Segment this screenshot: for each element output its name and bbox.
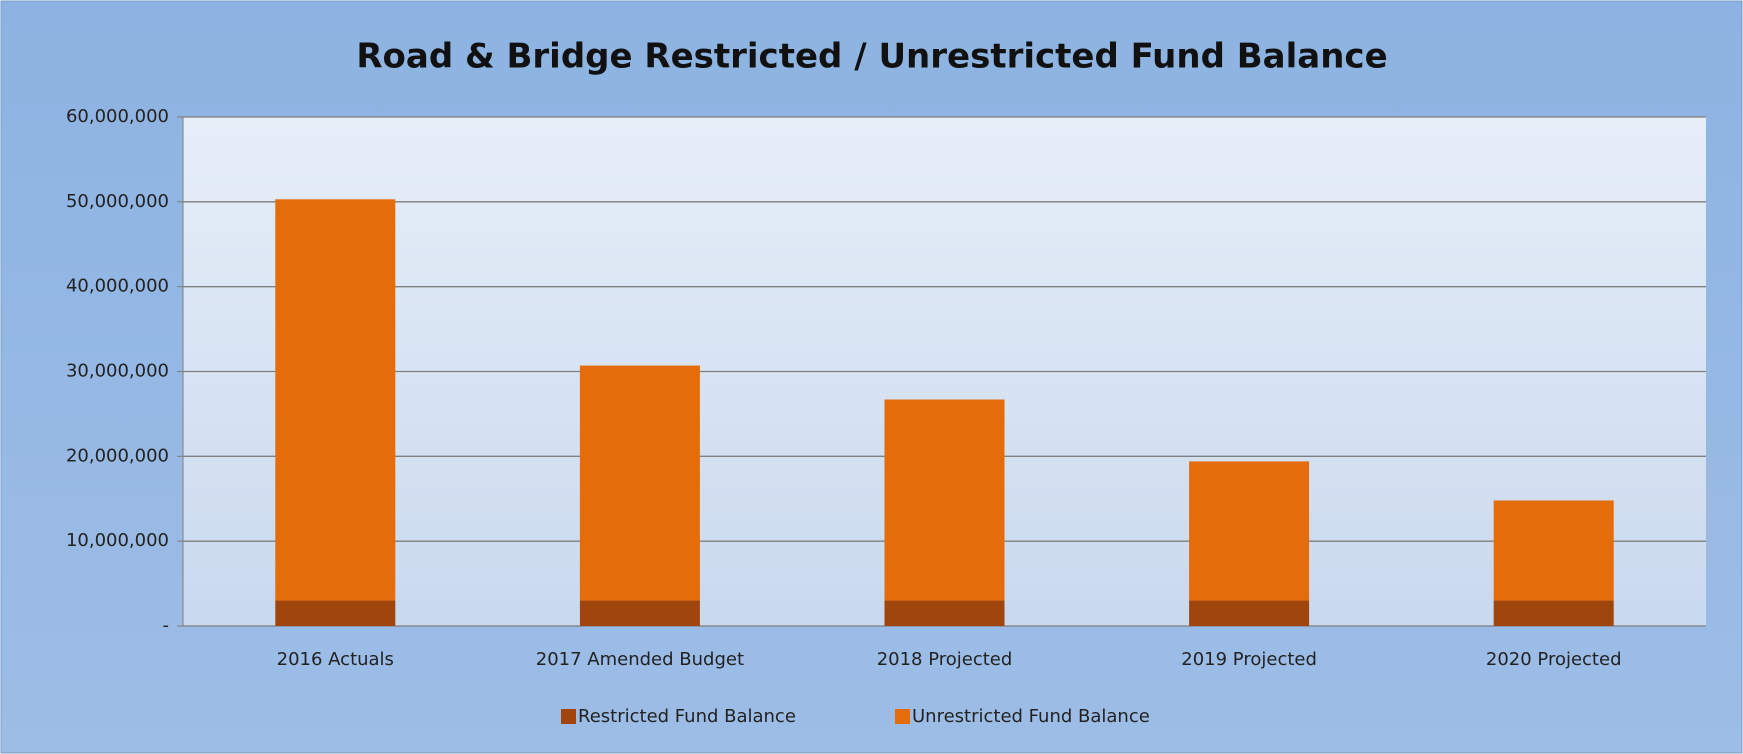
bar-segment: [884, 399, 1005, 601]
legend-swatch: [895, 709, 910, 724]
bar-segment: [1493, 600, 1614, 626]
x-tick-label: 2020 Projected: [1486, 649, 1622, 670]
y-tick-label: 10,000,000: [66, 530, 169, 551]
bar-segment: [1493, 500, 1614, 601]
x-tick-label: 2017 Amended Budget: [536, 649, 744, 670]
bar-segment: [884, 600, 1005, 626]
bar-segment: [275, 600, 396, 626]
x-tick-label: 2016 Actuals: [277, 649, 394, 670]
bar-segment: [1189, 600, 1310, 626]
y-tick-label: -: [163, 615, 170, 636]
y-tick-label: 50,000,000: [66, 191, 169, 212]
bar-segment: [275, 199, 396, 601]
x-tick-label: 2019 Projected: [1181, 649, 1317, 670]
legend-label: Restricted Fund Balance: [578, 706, 796, 727]
y-tick-label: 40,000,000: [66, 276, 169, 297]
legend-swatch: [561, 709, 576, 724]
bar-segment: [579, 600, 700, 626]
y-tick-label: 60,000,000: [66, 106, 169, 127]
bar-segment: [1189, 461, 1310, 601]
y-tick-label: 20,000,000: [66, 445, 169, 466]
bar-segment: [579, 365, 700, 601]
x-tick-label: 2018 Projected: [877, 649, 1013, 670]
chart-title: Road & Bridge Restricted / Unrestricted …: [356, 37, 1387, 77]
legend-label: Unrestricted Fund Balance: [912, 706, 1150, 727]
y-tick-label: 30,000,000: [66, 361, 169, 382]
